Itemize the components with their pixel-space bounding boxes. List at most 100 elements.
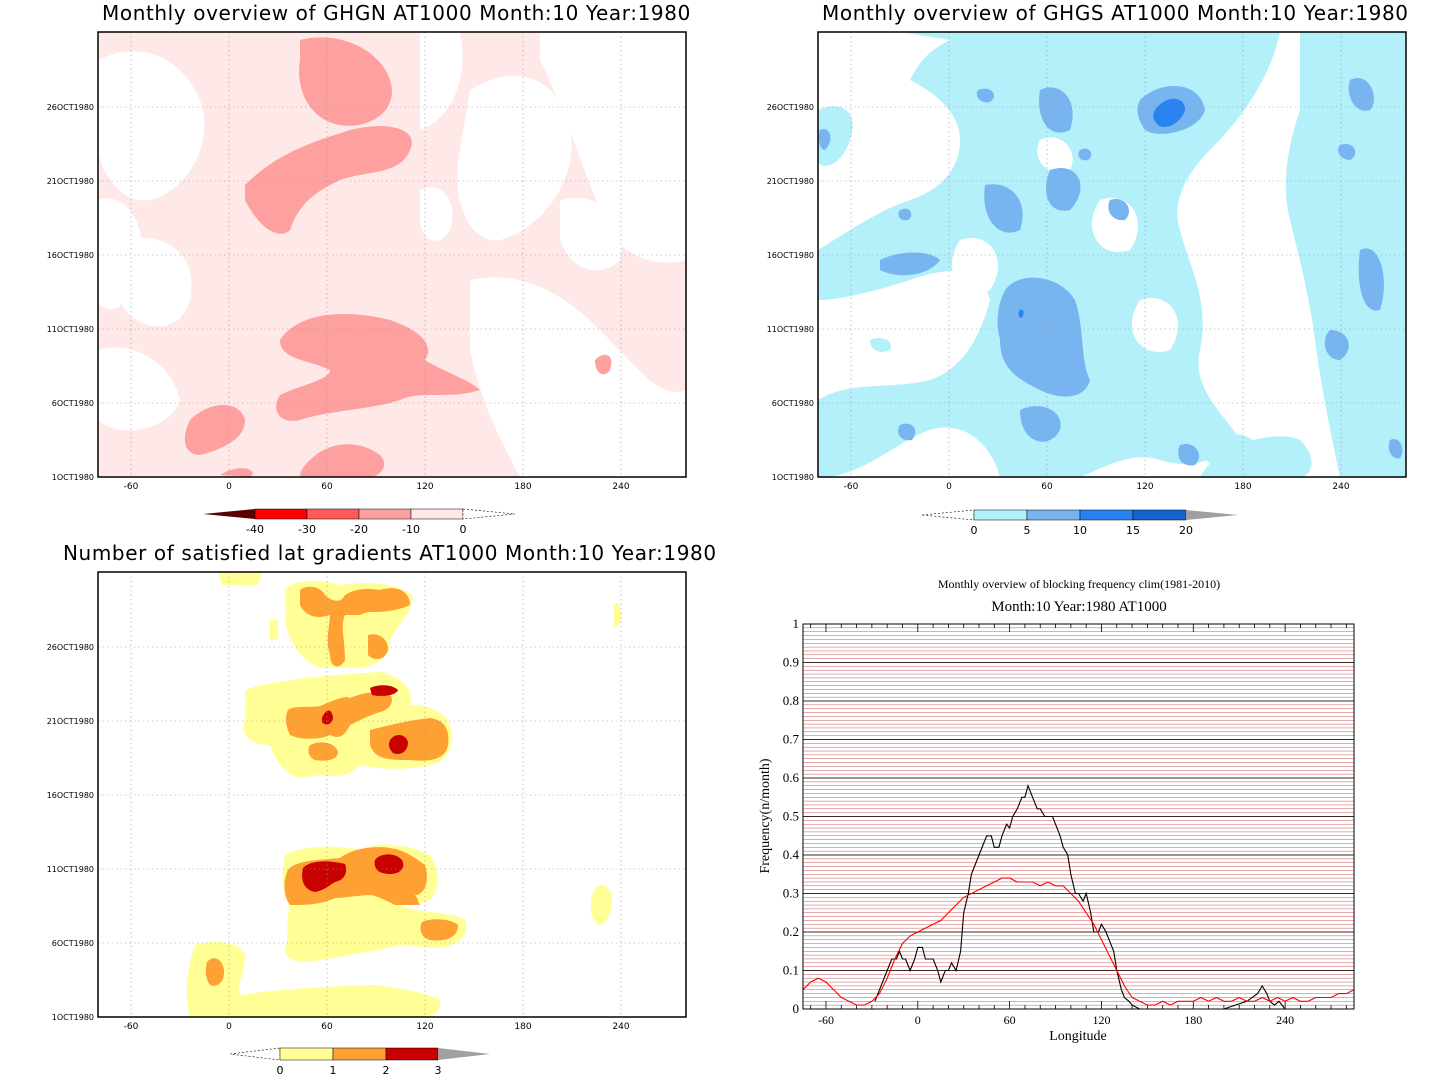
y-tick-label: 0.4 [783,847,800,862]
frequency-series [802,783,1355,1010]
y-tick: 1OCT1980 [772,473,814,482]
y-tick-label: 1 [793,616,800,631]
colorbar-label: -20 [350,523,368,536]
ghgs-y-tick-labels: 1OCT1980 6OCT1980 11OCT1980 16OCT1980 21… [767,103,814,482]
ghgs-panel: 1OCT1980 6OCT1980 11OCT1980 16OCT1980 21… [767,31,1407,537]
lat-gradients-title: Number of satisfied lat gradients AT1000… [63,541,717,565]
frequency-panel: Monthly overview of blocking frequency c… [758,577,1355,1044]
colorbar-swatch [332,1047,387,1061]
y-tick: 26OCT1980 [767,103,814,112]
y-tick: 26OCT1980 [47,643,94,652]
y-tick: 1OCT1980 [52,1013,94,1022]
ghgs-strong-areas [1018,98,1185,318]
y-tick-label: 0.5 [783,809,799,824]
colorbar-swatch [1132,509,1187,521]
x-tick: 240 [612,1022,629,1032]
x-tick: 180 [514,482,531,492]
x-tick: -60 [124,1022,139,1032]
y-tick-label: 0.3 [783,886,799,901]
y-tick-label: 0.6 [783,770,800,785]
colorbar-label: 0 [971,524,978,537]
ghgn-strong-areas [184,37,612,477]
y-tick: 11OCT1980 [767,325,814,334]
colorbar-label: -10 [402,523,420,536]
x-tick-label: -60 [818,1013,834,1027]
lat-x-tick-labels: -60 0 60 120 180 240 [124,1022,630,1032]
x-tick: 240 [612,482,629,492]
y-tick: 26OCT1980 [47,103,94,112]
x-tick: 60 [321,482,333,492]
ghgn-panel: 1OCT1980 6OCT1980 11OCT1980 16OCT1980 21… [47,31,687,536]
colorbar-swatch [921,509,975,521]
colorbar-swatch [1186,510,1238,520]
x-tick: 60 [1041,482,1053,492]
x-tick: 120 [416,1022,433,1032]
lat-gradients-panel: 1OCT1980 6OCT1980 11OCT1980 16OCT1980 21… [47,571,687,1077]
frequency-axis-ticks [810,624,1347,1009]
y-tick-label: 0.9 [783,655,799,670]
frequency-y-axis-label: Frequency(n/month) [758,758,773,873]
colorbar-swatch [1079,509,1134,521]
x-tick: -60 [124,482,139,492]
x-tick: 0 [226,482,232,492]
x-tick: 180 [1234,482,1251,492]
colorbar-label: 0 [460,523,467,536]
x-tick: 120 [416,482,433,492]
x-tick: 0 [226,1022,232,1032]
x-tick: 240 [1332,482,1349,492]
ghgs-light-areas [818,32,1406,477]
colorbar-swatch [1026,509,1081,521]
colorbar-swatch [385,1047,439,1061]
colorbar-swatch [462,508,516,520]
y-tick-label: 0.8 [783,693,799,708]
colorbar-label: 5 [1024,524,1031,537]
colorbar-label: 1 [330,1064,337,1077]
y-tick: 6OCT1980 [52,399,94,408]
colorbar-label: 0 [277,1064,284,1077]
frequency-title: Monthly overview of blocking frequency c… [938,577,1220,591]
ghgs-colorbar: 0 5 10 15 20 [921,509,1238,537]
ghgs-mid-areas [818,77,1403,466]
x-tick-label: 120 [1092,1013,1110,1027]
ghgs-title: Monthly overview of GHGS AT1000 Month:10… [822,1,1409,25]
ghgn-grid [98,32,686,477]
x-tick: 180 [514,1022,531,1032]
x-tick-label: 240 [1276,1013,1294,1027]
x-tick: 0 [946,482,952,492]
y-tick-label: 0 [793,1001,800,1016]
colorbar-swatch [229,1047,281,1061]
ghgn-title: Monthly overview of GHGN AT1000 Month:10… [102,1,691,25]
colorbar-swatch [438,1048,490,1060]
lat-colorbar: 0 1 2 3 [229,1047,490,1077]
x-tick-label: 60 [1004,1013,1016,1027]
ghgn-x-tick-labels: -60 0 60 120 180 240 [124,482,630,492]
colorbar-swatch [254,508,308,520]
y-tick-label: 0.2 [783,924,799,939]
lat-y-tick-labels: 1OCT1980 6OCT1980 11OCT1980 16OCT1980 21… [47,643,94,1022]
ghgn-white-areas [98,32,686,477]
colorbar-swatch [358,508,412,520]
ghgs-white-holes [951,137,1269,352]
colorbar-label: 10 [1073,524,1087,537]
y-tick: 6OCT1980 [772,399,814,408]
ghgn-colorbar: -40 -30 -20 -10 0 [203,508,516,536]
frequency-major-grid [803,623,1354,1010]
y-tick: 21OCT1980 [767,177,814,186]
colorbar-label: -40 [246,523,264,536]
frequency-x-axis-label: Longitude [1049,1029,1107,1044]
colorbar-swatch [410,508,464,520]
x-tick: 60 [321,1022,333,1032]
y-tick: 11OCT1980 [47,325,94,334]
frequency-minor-grid [803,627,1354,1006]
y-tick: 16OCT1980 [47,791,94,800]
y-tick: 11OCT1980 [47,865,94,874]
colorbar-label: 2 [383,1064,390,1077]
x-tick-label: 180 [1184,1013,1202,1027]
y-tick: 16OCT1980 [47,251,94,260]
y-tick: 16OCT1980 [767,251,814,260]
ghgs-x-tick-labels: -60 0 60 120 180 240 [844,482,1350,492]
ghgn-y-tick-labels: 1OCT1980 6OCT1980 11OCT1980 16OCT1980 21… [47,103,94,482]
y-tick: 21OCT1980 [47,177,94,186]
y-tick: 1OCT1980 [52,473,94,482]
